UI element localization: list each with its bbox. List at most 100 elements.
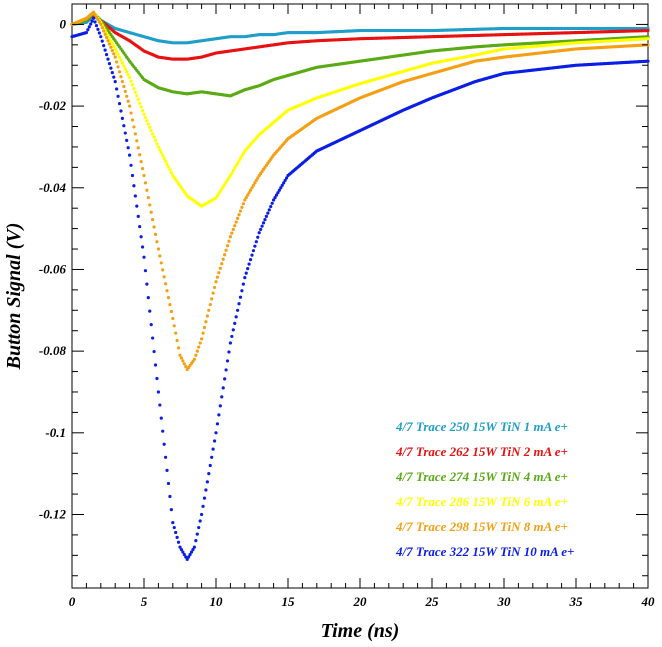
data-point [165, 162, 169, 166]
data-point [179, 548, 184, 552]
series-2 [70, 12, 650, 61]
data-point [126, 73, 130, 77]
data-point [241, 202, 245, 206]
data-point [204, 320, 208, 324]
data-point [244, 271, 248, 275]
data-point [251, 183, 256, 187]
x-tick-label: 20 [353, 594, 368, 609]
x-tick-label: 30 [497, 594, 512, 609]
data-point [247, 262, 251, 266]
data-point [228, 235, 232, 239]
data-point [102, 29, 106, 33]
data-point [164, 159, 168, 163]
data-point [115, 87, 119, 91]
data-point [123, 89, 127, 93]
y-tick-label: -0.06 [39, 261, 67, 276]
data-point [270, 201, 274, 205]
data-point [230, 231, 234, 235]
data-point [128, 104, 132, 108]
data-point [233, 321, 237, 325]
data-point [225, 244, 230, 248]
data-point [106, 57, 110, 61]
x-tick-label: 5 [141, 594, 148, 609]
data-point [143, 115, 148, 120]
data-point [126, 99, 130, 103]
data-point [198, 341, 202, 345]
data-point [169, 309, 173, 314]
data-point [246, 193, 250, 197]
data-point [136, 214, 140, 218]
data-point [215, 275, 220, 279]
data-point [135, 204, 139, 208]
data-point [171, 521, 175, 525]
data-point [223, 253, 227, 257]
data-point [176, 346, 181, 350]
data-point [153, 363, 158, 367]
data-point [139, 235, 143, 239]
data-point [171, 316, 175, 321]
data-point [123, 131, 127, 135]
data-point [96, 17, 100, 22]
data-point [97, 20, 101, 24]
data-point [175, 338, 179, 343]
data-point [280, 183, 284, 187]
data-point [116, 94, 120, 98]
data-point [254, 240, 258, 244]
data-point [166, 296, 171, 300]
data-point [96, 27, 100, 31]
data-point [152, 225, 156, 229]
data-point [140, 166, 145, 171]
data-point [135, 94, 139, 98]
data-point [210, 297, 214, 301]
data-point [251, 249, 256, 253]
data-point [113, 55, 117, 59]
data-point [283, 178, 287, 183]
data-point [228, 173, 232, 178]
data-point [110, 48, 114, 53]
data-point [155, 376, 159, 381]
data-point [175, 535, 179, 539]
data-point [282, 181, 286, 185]
data-point [113, 79, 117, 84]
data-point [139, 105, 143, 109]
data-point [233, 224, 237, 228]
data-point [155, 240, 159, 244]
data-point [142, 255, 146, 259]
data-point [210, 455, 214, 459]
data-point [237, 213, 241, 217]
data-point [194, 353, 198, 357]
data-point [218, 266, 222, 270]
data-point [138, 101, 142, 105]
data-point [192, 545, 196, 549]
data-point [225, 359, 230, 363]
data-point [119, 58, 123, 62]
data-point [202, 325, 207, 330]
data-point [646, 37, 650, 41]
data-point [174, 331, 178, 335]
data-point [224, 248, 228, 252]
data-point [228, 341, 232, 345]
data-point [215, 422, 220, 426]
data-point [143, 269, 148, 273]
data-point [181, 359, 185, 363]
data-point [159, 151, 163, 155]
data-point [129, 79, 133, 83]
data-point [192, 357, 196, 361]
data-point [161, 268, 165, 272]
data-point [109, 45, 113, 49]
data-point [94, 24, 99, 28]
data-point [181, 550, 185, 554]
data-point [104, 53, 109, 57]
data-point [279, 186, 283, 190]
ticks-layer: 0 5 10 15 20 25 30 35 40 0 -0.02 -0.04 -0.06 -0.08 -0.… [39, 4, 655, 609]
data-point [161, 153, 165, 158]
data-point [151, 218, 155, 222]
data-point [250, 253, 254, 257]
data-point [142, 173, 146, 178]
data-point [130, 173, 135, 178]
data-point [112, 44, 116, 48]
data-point [169, 507, 173, 512]
data-point [140, 245, 145, 249]
data-point [204, 488, 208, 492]
data-point [248, 188, 253, 192]
